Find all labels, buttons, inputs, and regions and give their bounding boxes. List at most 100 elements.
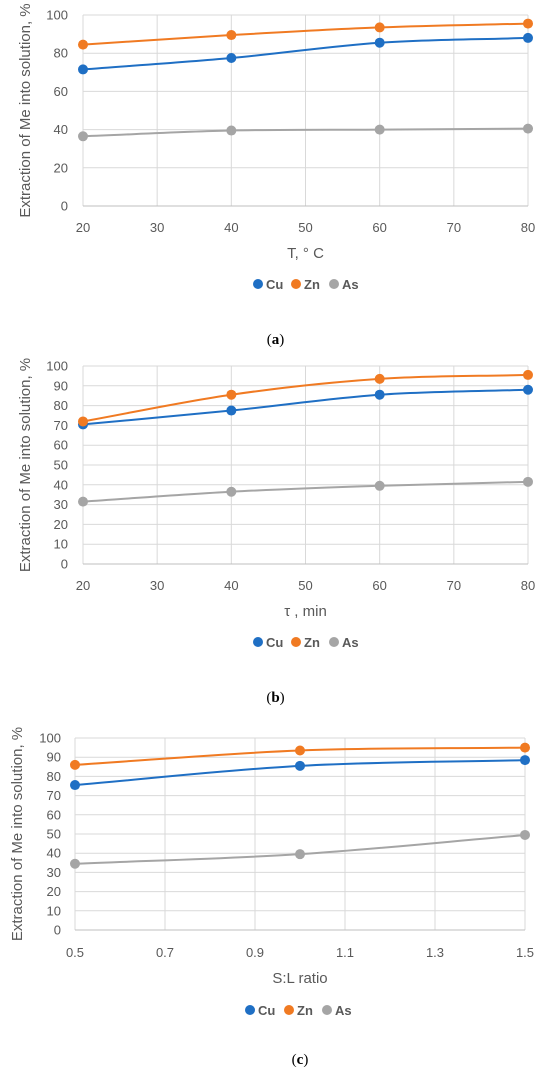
y-tick-label: 20 <box>54 517 68 532</box>
legend-marker-cu <box>253 279 263 289</box>
y-tick-label: 50 <box>54 458 68 473</box>
y-tick-label: 90 <box>54 378 68 393</box>
data-point-cu <box>520 755 530 766</box>
y-tick-label: 40 <box>54 477 68 492</box>
x-tick-label: 1.5 <box>516 945 534 960</box>
y-tick-label: 70 <box>47 788 61 803</box>
y-tick-label: 60 <box>54 438 68 453</box>
series-line-as <box>82 127 529 138</box>
y-tick-label: 0 <box>54 923 61 938</box>
y-axis-title: Extraction of Me into solution, % <box>17 3 34 217</box>
x-tick-label: 80 <box>521 578 535 593</box>
panel-caption: (b) <box>266 690 284 706</box>
x-tick-label: 30 <box>150 578 164 593</box>
data-point-as <box>70 858 80 869</box>
series-line-zn <box>82 22 529 46</box>
legend-marker-as <box>329 637 339 647</box>
x-tick-label: 70 <box>447 220 461 235</box>
chart-panel-a: 0 20 40 60 80 100 20 30 40 50 60 70 80 T, ° C Extracti… <box>17 3 535 348</box>
y-tick-label: 80 <box>54 46 68 61</box>
data-point-as <box>520 829 530 840</box>
data-point-zn <box>226 389 237 400</box>
x-tick-label: 0.7 <box>156 945 174 960</box>
chart-panel-b: 0 10 20 30 40 50 60 70 80 90 100 20 30 40 50 60 70 80 τ , … <box>17 358 535 706</box>
x-tick-label: 20 <box>76 578 90 593</box>
data-point-as <box>523 123 533 134</box>
data-point-zn <box>226 30 237 41</box>
data-point-cu <box>226 52 237 63</box>
data-point-zn <box>374 373 385 384</box>
series-line-cu <box>82 388 529 426</box>
legend-label-as: As <box>342 277 359 292</box>
data-point-as <box>523 476 533 487</box>
data-point-cu <box>523 32 533 43</box>
legend-label-zn: Zn <box>304 277 320 292</box>
legend-marker-cu <box>245 1005 255 1015</box>
y-tick-label: 60 <box>47 807 61 822</box>
y-tick-label: 100 <box>39 731 61 746</box>
data-point-zn <box>78 416 88 427</box>
y-tick-label: 20 <box>47 884 61 899</box>
y-tick-label: 30 <box>54 497 68 512</box>
y-tick-label: 100 <box>46 359 68 374</box>
data-point-zn <box>523 18 533 29</box>
data-point-zn <box>295 745 305 756</box>
data-point-cu <box>226 405 237 416</box>
data-point-as <box>226 125 237 136</box>
legend: Cu Zn As <box>253 277 359 292</box>
y-tick-label: 10 <box>54 537 68 552</box>
x-tick-label: 0.9 <box>246 945 264 960</box>
legend-marker-as <box>322 1005 332 1015</box>
x-tick-label: 1.3 <box>426 945 444 960</box>
x-tick-label: 80 <box>521 220 535 235</box>
legend-marker-cu <box>253 637 263 647</box>
y-tick-label: 70 <box>54 418 68 433</box>
data-point-as <box>295 849 305 860</box>
data-point-zn <box>523 369 533 380</box>
data-point-cu <box>523 384 533 395</box>
x-tick-label: 60 <box>372 220 386 235</box>
y-tick-label: 30 <box>47 865 61 880</box>
y-tick-label: 80 <box>47 769 61 784</box>
data-point-as <box>374 480 385 491</box>
x-tick-label: 70 <box>447 578 461 593</box>
x-tick-label: 20 <box>76 220 90 235</box>
legend-label-cu: Cu <box>258 1003 275 1018</box>
data-point-cu <box>78 64 88 75</box>
legend: Cu Zn As <box>245 1003 352 1018</box>
x-axis-title: S:L ratio <box>272 970 327 987</box>
legend-label-zn: Zn <box>304 635 320 650</box>
legend-label-as: As <box>342 635 359 650</box>
x-axis-title: τ , min <box>284 603 327 620</box>
series-line-cu <box>82 36 529 71</box>
data-point-zn <box>520 742 530 753</box>
y-tick-label: 60 <box>54 84 68 99</box>
x-tick-label: 40 <box>224 578 238 593</box>
data-point-zn <box>374 22 385 33</box>
legend-label-cu: Cu <box>266 277 283 292</box>
x-tick-label: 0.5 <box>66 945 84 960</box>
legend-label-cu: Cu <box>266 635 283 650</box>
legend-marker-as <box>329 279 339 289</box>
panel-caption: (c) <box>292 1052 309 1068</box>
y-tick-label: 50 <box>47 827 61 842</box>
legend-label-as: As <box>335 1003 352 1018</box>
x-tick-label: 30 <box>150 220 164 235</box>
data-point-cu <box>70 780 80 791</box>
panel-caption-letter: a <box>272 332 280 348</box>
y-tick-label: 0 <box>61 199 68 214</box>
data-point-cu <box>374 37 385 48</box>
legend-marker-zn <box>284 1005 294 1015</box>
y-tick-label: 80 <box>54 398 68 413</box>
data-point-zn <box>78 39 88 50</box>
panel-caption-letter: b <box>271 690 279 706</box>
y-axis-title: Extraction of Me into solution, % <box>9 727 26 941</box>
data-point-as <box>78 131 88 142</box>
x-tick-label: 1.1 <box>336 945 354 960</box>
legend-marker-zn <box>291 279 301 289</box>
y-tick-label: 0 <box>61 557 68 572</box>
x-tick-label: 50 <box>298 578 312 593</box>
data-point-as <box>226 486 237 497</box>
series-line-zn <box>82 373 529 423</box>
y-tick-label: 90 <box>47 750 61 765</box>
